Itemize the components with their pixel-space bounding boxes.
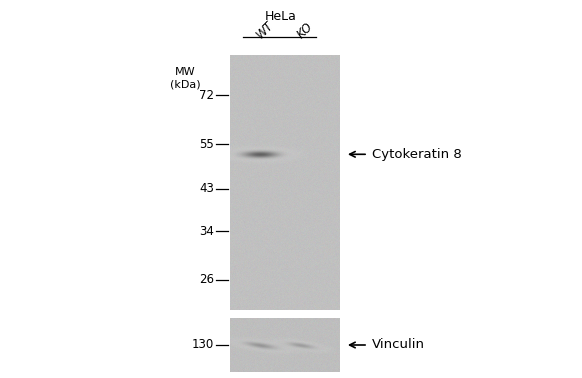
Text: 130: 130	[191, 339, 214, 352]
Text: 72: 72	[199, 89, 214, 102]
Text: Vinculin: Vinculin	[372, 339, 425, 352]
Text: MW
(kDa): MW (kDa)	[170, 67, 200, 90]
Text: HeLa: HeLa	[265, 10, 297, 23]
Text: 55: 55	[199, 138, 214, 151]
Text: 26: 26	[199, 273, 214, 286]
Text: 34: 34	[199, 225, 214, 238]
Text: WT: WT	[254, 19, 276, 41]
Text: 43: 43	[199, 182, 214, 195]
Bar	[230, 55, 340, 310]
Text: KO: KO	[294, 20, 315, 41]
Text: Cytokeratin 8: Cytokeratin 8	[372, 148, 462, 161]
